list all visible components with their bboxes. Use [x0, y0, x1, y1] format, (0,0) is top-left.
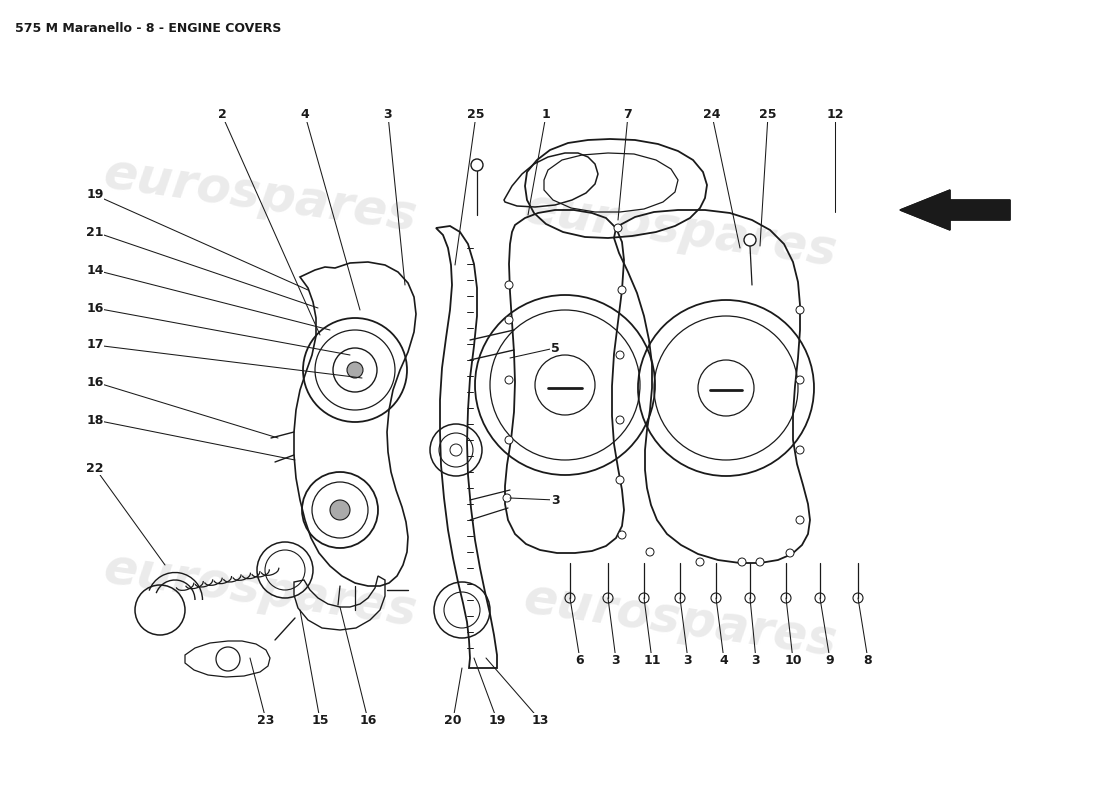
Polygon shape — [900, 190, 1010, 230]
Circle shape — [646, 548, 654, 556]
Text: 4: 4 — [300, 109, 309, 122]
Circle shape — [786, 549, 794, 557]
Circle shape — [796, 446, 804, 454]
Text: 20: 20 — [444, 714, 462, 726]
Text: 22: 22 — [86, 462, 103, 474]
Text: 8: 8 — [864, 654, 872, 666]
Circle shape — [616, 476, 624, 484]
Circle shape — [505, 376, 513, 384]
Text: 25: 25 — [468, 109, 485, 122]
Circle shape — [614, 224, 622, 232]
Text: eurospares: eurospares — [100, 544, 420, 636]
Text: 25: 25 — [759, 109, 777, 122]
Circle shape — [503, 494, 512, 502]
Text: 16: 16 — [86, 302, 103, 314]
Text: 14: 14 — [86, 263, 103, 277]
Text: 3: 3 — [612, 654, 620, 666]
Text: 17: 17 — [86, 338, 103, 351]
Circle shape — [796, 376, 804, 384]
Circle shape — [346, 362, 363, 378]
Circle shape — [505, 436, 513, 444]
Text: 3: 3 — [751, 654, 760, 666]
Text: 12: 12 — [826, 109, 844, 122]
Circle shape — [505, 316, 513, 324]
Text: 3: 3 — [551, 494, 559, 506]
Circle shape — [756, 558, 764, 566]
Circle shape — [616, 351, 624, 359]
Text: 18: 18 — [86, 414, 103, 426]
Circle shape — [738, 558, 746, 566]
Circle shape — [696, 558, 704, 566]
Text: 19: 19 — [488, 714, 506, 726]
Text: 23: 23 — [257, 714, 275, 726]
Text: 10: 10 — [784, 654, 802, 666]
Text: 1: 1 — [541, 109, 550, 122]
Text: 4: 4 — [719, 654, 728, 666]
Text: 2: 2 — [218, 109, 227, 122]
Text: 24: 24 — [703, 109, 720, 122]
Circle shape — [618, 286, 626, 294]
Text: eurospares: eurospares — [520, 184, 839, 276]
Text: 21: 21 — [86, 226, 103, 238]
Circle shape — [796, 516, 804, 524]
Text: 16: 16 — [86, 375, 103, 389]
Text: 3: 3 — [684, 654, 692, 666]
Text: 9: 9 — [826, 654, 834, 666]
Circle shape — [618, 531, 626, 539]
Text: eurospares: eurospares — [100, 150, 420, 241]
Text: 16: 16 — [360, 714, 376, 726]
Circle shape — [796, 306, 804, 314]
Polygon shape — [900, 190, 1010, 230]
Circle shape — [505, 281, 513, 289]
Text: 19: 19 — [86, 189, 103, 202]
Text: 7: 7 — [624, 109, 632, 122]
Text: eurospares: eurospares — [520, 574, 839, 666]
Text: 11: 11 — [644, 654, 661, 666]
Text: 6: 6 — [575, 654, 584, 666]
Text: 5: 5 — [551, 342, 560, 354]
Circle shape — [330, 500, 350, 520]
Circle shape — [744, 234, 756, 246]
Text: 3: 3 — [384, 109, 393, 122]
Circle shape — [616, 416, 624, 424]
Circle shape — [471, 159, 483, 171]
Text: 15: 15 — [311, 714, 329, 726]
Text: 13: 13 — [531, 714, 549, 726]
Text: 575 M Maranello - 8 - ENGINE COVERS: 575 M Maranello - 8 - ENGINE COVERS — [15, 22, 282, 34]
